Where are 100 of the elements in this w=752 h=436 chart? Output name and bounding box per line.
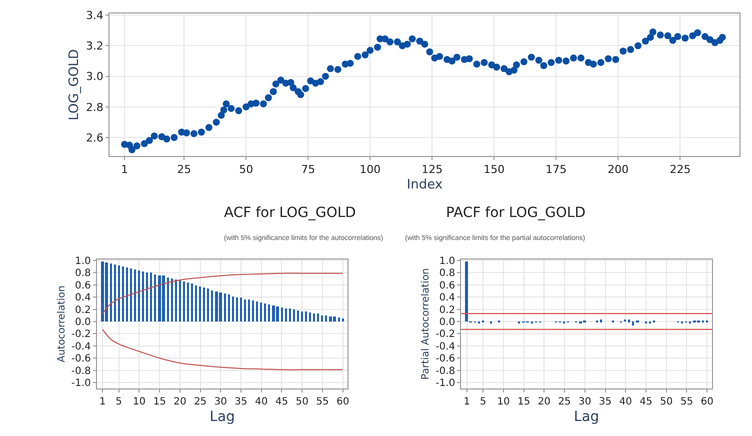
bar — [126, 267, 128, 322]
bar — [166, 277, 169, 322]
x-tick-label: 40 — [255, 396, 268, 408]
bar — [138, 270, 140, 322]
bar — [300, 311, 303, 322]
x-tick-label: 10 — [497, 396, 510, 408]
x-tick-label: 60 — [336, 396, 350, 408]
bar — [236, 297, 238, 322]
y-tick-label: -0.8 — [71, 366, 91, 377]
x-tick-label: 35 — [234, 396, 248, 408]
bar — [272, 305, 275, 322]
bar — [182, 281, 185, 322]
y-tick-label: -1.0 — [436, 378, 456, 389]
bar — [280, 307, 283, 322]
y-tick-label: 0.2 — [74, 304, 91, 316]
bar — [296, 310, 299, 322]
bar — [186, 282, 189, 322]
x-tick-label: 225 — [670, 163, 691, 176]
bar — [190, 283, 193, 322]
bar — [228, 294, 230, 322]
bar — [465, 261, 468, 322]
bar — [170, 278, 173, 322]
bar — [276, 306, 279, 322]
y-tick-label: 2.6 — [86, 131, 104, 144]
x-tick-label: 30 — [578, 396, 592, 408]
y-axis-title: Autocorrelation — [56, 286, 68, 362]
x-tick-label: 35 — [598, 396, 612, 408]
x-tick-label: 150 — [484, 163, 505, 176]
bar — [260, 302, 262, 322]
bar — [264, 303, 266, 322]
y-tick-label: 3.0 — [86, 70, 104, 84]
bar — [122, 266, 124, 322]
x-tick-label: 60 — [700, 396, 714, 408]
y-tick-label: 1.0 — [439, 256, 456, 268]
bar — [154, 274, 156, 322]
x-tick-label: 5 — [480, 396, 486, 408]
bar — [174, 279, 177, 322]
y-tick-label: -1.0 — [71, 378, 91, 389]
bar — [158, 275, 161, 322]
y-tick-label: -0.4 — [71, 341, 91, 352]
x-tick-label: 15 — [153, 396, 166, 408]
bar — [194, 285, 197, 322]
y-tick-label: 0.6 — [439, 280, 456, 292]
x-tick-label: 175 — [546, 163, 567, 176]
x-tick-label: 55 — [316, 396, 329, 408]
bar — [338, 317, 340, 322]
bar — [162, 275, 165, 322]
y-tick-label: -0.2 — [71, 329, 91, 340]
line-series — [102, 328, 344, 370]
x-axis-title: Index — [406, 178, 443, 193]
bar — [104, 262, 108, 322]
bar — [232, 296, 234, 322]
y-tick-label: 0.2 — [439, 304, 456, 316]
y-tick-label: -0.6 — [436, 354, 456, 365]
x-tick-label: 20 — [174, 396, 186, 408]
y-tick-label: -0.6 — [71, 354, 91, 365]
bar — [114, 264, 116, 322]
y-tick-label: 1.0 — [74, 256, 91, 268]
chart-title: ACF for LOG_GOLD — [224, 205, 356, 221]
bar — [244, 299, 246, 322]
bar — [312, 313, 315, 322]
x-axis-title: Lag — [574, 408, 600, 425]
x-axis-title: Lag — [210, 408, 235, 425]
bar — [210, 290, 213, 322]
x-tick-label: 40 — [619, 396, 632, 408]
bar — [224, 293, 226, 322]
y-tick-label: 0.6 — [74, 280, 91, 292]
bar — [320, 315, 323, 322]
x-tick-label: 20 — [538, 396, 551, 408]
bar — [256, 301, 258, 322]
bar — [292, 309, 295, 322]
bar — [632, 321, 634, 326]
y-tick-label: 3.2 — [86, 40, 104, 53]
x-tick-label: 100 — [360, 163, 381, 176]
x-tick-label: 1 — [99, 396, 106, 408]
x-tick-label: 55 — [680, 396, 694, 408]
bar — [198, 286, 201, 322]
y-tick-label: -0.2 — [436, 329, 456, 340]
bar — [118, 265, 120, 322]
x-tick-label: 50 — [660, 396, 673, 408]
bar — [268, 304, 270, 322]
bar — [206, 288, 209, 322]
x-tick-label: 200 — [608, 163, 629, 176]
chart-title: PACF for LOG_GOLD — [446, 205, 586, 221]
bar — [308, 312, 311, 322]
bar — [288, 308, 291, 322]
bar — [134, 269, 136, 322]
bar — [628, 319, 630, 322]
x-tick-label: 125 — [422, 163, 443, 176]
bar — [100, 261, 104, 322]
bar — [214, 291, 218, 322]
x-tick-label: 50 — [239, 163, 254, 176]
bar — [600, 319, 602, 322]
bar — [202, 287, 205, 322]
bar — [304, 311, 307, 322]
x-tick-label: 25 — [177, 163, 192, 176]
bar — [218, 292, 222, 322]
y-tick-label: -0.4 — [436, 341, 456, 352]
y-tick-label: 0.8 — [439, 268, 456, 280]
y-axis-title: LOG_GOLD — [66, 49, 82, 120]
